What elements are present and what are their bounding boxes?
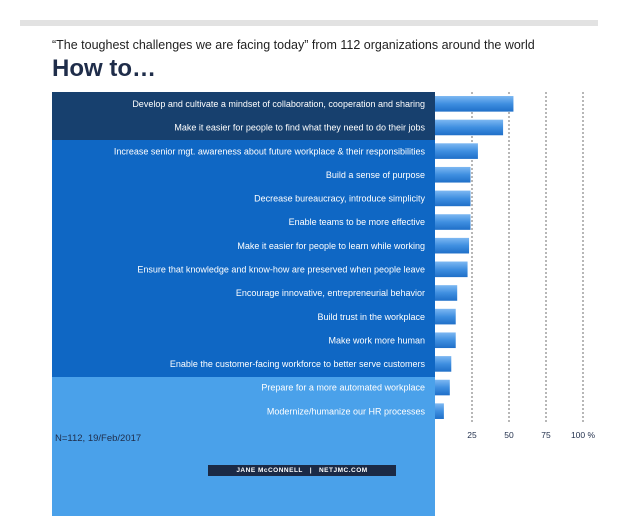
category-label: Make work more human	[328, 335, 425, 345]
chart-subtitle: “The toughest challenges we are facing t…	[52, 38, 535, 52]
category-label: Build a sense of purpose	[326, 170, 425, 180]
band-top-priorities	[52, 92, 435, 140]
x-tick-label: 50	[504, 430, 514, 440]
category-label: Make it easier for people to find what t…	[174, 123, 425, 133]
bar	[435, 190, 471, 207]
bar	[435, 96, 514, 112]
bar	[435, 119, 504, 136]
x-tick-label: 100 %	[571, 430, 596, 440]
footer-site: NETJMC.COM	[318, 467, 368, 474]
bar	[435, 285, 458, 301]
bar	[435, 332, 456, 349]
category-label: Ensure that knowledge and know-how are p…	[137, 265, 425, 275]
category-label: Decrease bureaucracy, introduce simplici…	[254, 194, 425, 204]
bar	[435, 261, 468, 278]
footer-branding: JANE McCONNELL | NETJMC.COM	[208, 465, 396, 476]
bar	[435, 166, 471, 183]
bar	[435, 308, 456, 325]
bar	[435, 379, 450, 396]
bar	[435, 356, 452, 372]
category-label: Build trust in the workplace	[317, 312, 425, 322]
x-tick-label: 25	[467, 430, 477, 440]
bar	[435, 403, 444, 419]
category-label: Encourage innovative, entrepreneurial be…	[236, 288, 425, 298]
category-label: Prepare for a more automated workplace	[261, 383, 425, 393]
sample-note: N=112, 19/Feb/2017	[55, 433, 142, 444]
top-divider	[20, 20, 598, 26]
category-label: Increase senior mgt. awareness about fut…	[114, 146, 426, 156]
category-label: Enable teams to be more effective	[289, 217, 425, 227]
bar-chart: 25 50 75 100 % Develop and cultivate a minds…	[114, 92, 596, 440]
category-label: Develop and cultivate a mindset of colla…	[132, 99, 425, 109]
category-label: Modernize/humanize our HR processes	[267, 406, 426, 416]
band-mid-priorities	[52, 140, 435, 377]
bar	[435, 237, 470, 254]
footer-author: JANE McCONNELL	[236, 467, 303, 474]
chart-title: How to…	[52, 55, 156, 82]
bar	[435, 143, 478, 159]
category-label: Enable the customer-facing workforce to …	[170, 359, 426, 369]
category-label: Make it easier for people to learn while…	[237, 241, 425, 251]
bar	[435, 214, 471, 230]
x-tick-label: 75	[541, 430, 551, 440]
